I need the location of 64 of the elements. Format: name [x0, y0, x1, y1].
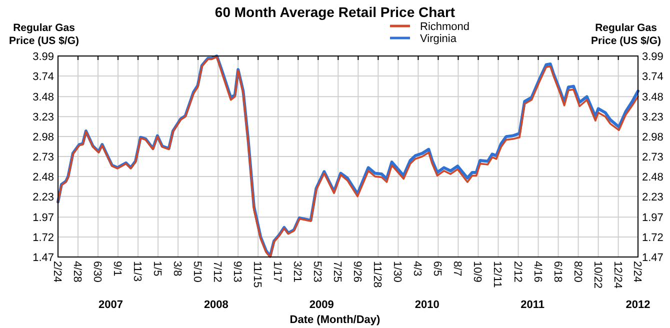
x-tick-label: 11/28 [371, 261, 384, 288]
y-tick-label: 3.23 [32, 112, 54, 124]
x-tick-label: 12/11 [491, 261, 504, 288]
x-tick-label: 4/28 [71, 261, 84, 282]
x-tick-label: 7/12 [211, 261, 224, 282]
x-tick-label: 5/10 [191, 261, 204, 282]
chart-title: 60 Month Average Retail Price Chart [214, 4, 456, 20]
x-tick-label: 2/24 [631, 261, 643, 282]
x-tick-label: 3/21 [291, 261, 304, 282]
y-tick-label: 1.97 [32, 212, 54, 224]
x-tick-label: 9/26 [351, 261, 364, 282]
text: 2007 [98, 299, 123, 311]
x-axis-title: Date (Month/Day) [290, 314, 381, 326]
legend-label: Virginia [420, 33, 458, 45]
x-tick-label: 11/15 [251, 261, 264, 288]
x-tick-label: 2/12 [511, 261, 524, 282]
x-tick-label: 1/5 [151, 261, 164, 276]
y-tick-label: 1.72 [32, 232, 54, 244]
y2-tick-label: 3.99 [642, 51, 664, 63]
y-axis-title: Regular Gas Price (US $/G) [8, 22, 80, 47]
x-tick-label: 5/23 [311, 261, 324, 282]
x-tick-label: 1/30 [391, 261, 404, 282]
y-tick-label: 2.23 [32, 191, 54, 204]
x-tick-label: 8/7 [451, 261, 464, 276]
y-tick-label: 3.74 [32, 70, 54, 83]
x-tick-label: 6/18 [551, 261, 564, 282]
x-tick-label: 10/22 [591, 261, 604, 289]
x-tick-label: 4/3 [411, 261, 424, 276]
y2-tick-label: 1.47 [642, 252, 664, 264]
y2-axis-title: Regular Gas Price (US $/G) [590, 22, 662, 47]
legend-label: Richmond [420, 21, 470, 33]
x-tick-label: 9/1 [111, 261, 124, 276]
x-tick-label: 8/20 [571, 261, 584, 282]
y2-tick-label: 3.23 [642, 112, 664, 124]
y2-tick-label: 3.74 [642, 70, 664, 83]
x-tick-label: 9/13 [231, 261, 244, 282]
y-tick-label: 2.48 [32, 171, 54, 184]
y-tick-label: 1.47 [32, 252, 54, 264]
y2-tick-label: 1.72 [642, 232, 664, 244]
y2-tick-label: 2.48 [642, 171, 664, 184]
text: 2011 [520, 299, 544, 311]
y2-tick-label: 3.48 [642, 92, 664, 104]
y-tick-label: 3.48 [32, 92, 54, 104]
y-tick-label: 2.73 [32, 152, 54, 164]
x-tick-label: 12/24 [611, 261, 624, 289]
text: 2008 [204, 299, 228, 311]
x-tick-label: 11/3 [131, 261, 144, 282]
x-tick-label: 6/30 [91, 261, 104, 282]
x-tick-label: 4/16 [531, 261, 544, 282]
x-tick-label: 6/5 [431, 261, 444, 276]
y2-tick-label: 1.97 [642, 212, 664, 224]
x-tick-label: 10/9 [471, 261, 484, 282]
x-tick-label: 3/8 [171, 261, 184, 276]
text: 2012 [626, 299, 650, 311]
text: 2009 [309, 299, 334, 311]
x-tick-label: 7/25 [331, 261, 344, 282]
y2-tick-label: 2.73 [642, 152, 664, 164]
x-tick-label: 1/17 [271, 261, 284, 282]
y-tick-label: 3.99 [32, 51, 54, 63]
text: 2010 [414, 299, 440, 311]
y-tick-label: 2.98 [32, 132, 54, 144]
x-tick-label: 2/24 [51, 261, 63, 282]
y2-tick-label: 2.23 [642, 191, 664, 204]
y2-tick-label: 2.98 [642, 132, 664, 144]
